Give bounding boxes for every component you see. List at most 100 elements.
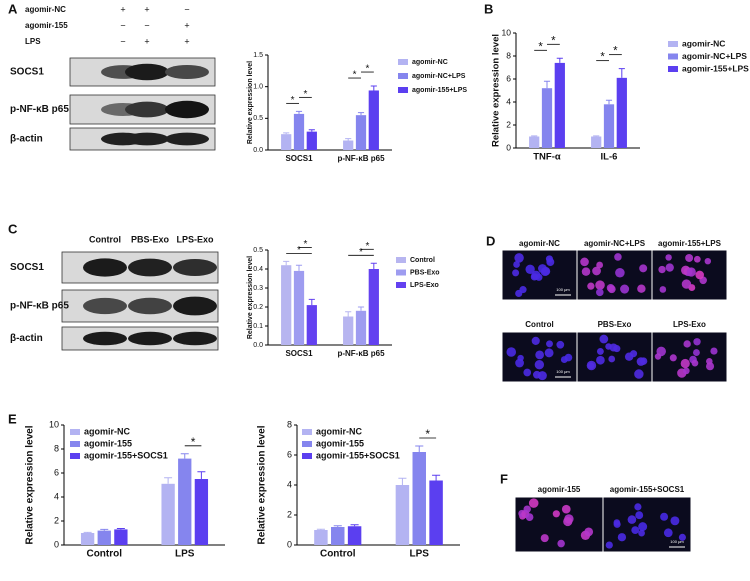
y-tick-label: 0.2 — [253, 304, 263, 311]
cell-nucleus — [630, 350, 638, 358]
cell-nucleus — [552, 510, 560, 518]
significance-label: * — [365, 241, 369, 252]
image-label: Control — [525, 320, 553, 329]
cell-nucleus — [599, 334, 609, 344]
blot-band — [165, 100, 209, 119]
cell-nucleus — [530, 273, 539, 281]
y-tick-label: 1.5 — [253, 52, 263, 59]
legend-swatch — [398, 87, 408, 93]
bar — [306, 131, 317, 150]
error-bar — [197, 471, 206, 479]
blot-band — [125, 132, 169, 146]
cell-nucleus — [540, 534, 549, 543]
cell-nucleus — [607, 285, 616, 294]
cell-nucleus — [534, 360, 545, 370]
significance-label: * — [303, 89, 307, 100]
bar — [368, 90, 379, 150]
condition-sign: − — [120, 36, 125, 46]
cell-nucleus — [592, 266, 601, 276]
y-tick-label: 0.1 — [253, 323, 263, 330]
y-axis-label: Relative expression level — [247, 61, 254, 144]
legend-label: agomir-NC+LPS — [412, 73, 466, 80]
cell-nucleus — [683, 367, 690, 375]
legend-swatch — [396, 269, 406, 276]
panel-label: F — [500, 471, 508, 486]
cell-nucleus — [665, 254, 672, 261]
cell-nucleus — [586, 360, 597, 371]
cell-nucleus — [637, 284, 646, 293]
cell-nucleus — [627, 515, 637, 524]
cell-nucleus — [681, 279, 692, 289]
condition-label: LPS — [25, 37, 41, 46]
cell-nucleus — [639, 357, 648, 365]
blot-band — [173, 258, 217, 277]
bar — [541, 88, 553, 148]
bar — [347, 526, 362, 545]
cell-nucleus — [546, 258, 555, 266]
cell-nucleus — [512, 269, 520, 277]
blot-band — [125, 101, 169, 118]
error-bar — [543, 80, 551, 89]
cell-nucleus — [596, 261, 604, 269]
cell-nucleus — [596, 347, 604, 355]
legend-swatch — [302, 441, 312, 447]
error-bar — [605, 99, 613, 105]
error-bar — [116, 527, 125, 530]
cell-nucleus — [670, 516, 680, 526]
significance-label: * — [551, 35, 556, 47]
cell-nucleus — [580, 257, 589, 267]
x-tick-label: p-NF-κB p65 — [337, 154, 385, 163]
panel-label: D — [486, 233, 495, 248]
cell-nucleus — [686, 267, 696, 277]
legend-swatch — [70, 429, 80, 435]
cell-nucleus — [659, 286, 667, 293]
y-tick-label: 0 — [287, 539, 292, 549]
cell-nucleus — [614, 253, 622, 261]
significance-label: * — [359, 247, 363, 258]
legend-swatch — [398, 59, 408, 65]
cell-nucleus — [584, 527, 594, 537]
bar — [429, 480, 443, 545]
cell-nucleus — [704, 257, 712, 265]
legend-label: agomir-NC — [682, 38, 725, 48]
cell-nucleus — [685, 253, 694, 262]
error-bar — [531, 135, 538, 137]
condition-sign: − — [144, 20, 149, 30]
y-tick-label: 0.5 — [253, 115, 263, 122]
legend-label: LPS-Exo — [410, 282, 439, 289]
error-bar — [100, 528, 109, 531]
legend-label: agomir-155+SOCS1 — [316, 450, 400, 460]
cell-nucleus — [683, 340, 691, 348]
condition-sign: + — [184, 36, 189, 46]
y-tick-label: 0.0 — [253, 147, 263, 154]
y-tick-label: 0.5 — [253, 247, 263, 254]
error-bar — [295, 110, 303, 114]
bar — [591, 136, 602, 148]
cell-nucleus — [665, 263, 674, 272]
cell-nucleus — [587, 282, 595, 290]
cell-nucleus — [638, 529, 645, 537]
condition-label: agomir-155 — [25, 21, 68, 30]
condition-sign: − — [120, 20, 125, 30]
significance-label: * — [291, 95, 295, 106]
significance-label: * — [613, 46, 618, 58]
cell-nucleus — [561, 504, 571, 514]
legend-label: agomir-NC+LPS — [682, 51, 747, 61]
legend-label: agomir-155+SOCS1 — [84, 450, 168, 460]
cell-nucleus — [660, 512, 669, 521]
blot-band — [128, 297, 172, 315]
bar — [114, 529, 128, 545]
image-label: agomir-155+SOCS1 — [610, 485, 685, 494]
cell-nucleus — [557, 539, 565, 548]
image-label: agomir-NC — [519, 239, 560, 248]
panel-label: C — [8, 221, 18, 236]
legend-label: agomir-NC — [412, 59, 448, 66]
y-tick-label: 4 — [287, 479, 292, 489]
cell-nucleus — [519, 286, 527, 294]
panel-label: A — [8, 1, 18, 16]
cell-nucleus — [710, 347, 718, 355]
cell-nucleus — [523, 505, 531, 513]
cell-nucleus — [515, 358, 524, 368]
protein-label: β-actin — [10, 333, 43, 344]
cell-nucleus — [506, 347, 517, 357]
